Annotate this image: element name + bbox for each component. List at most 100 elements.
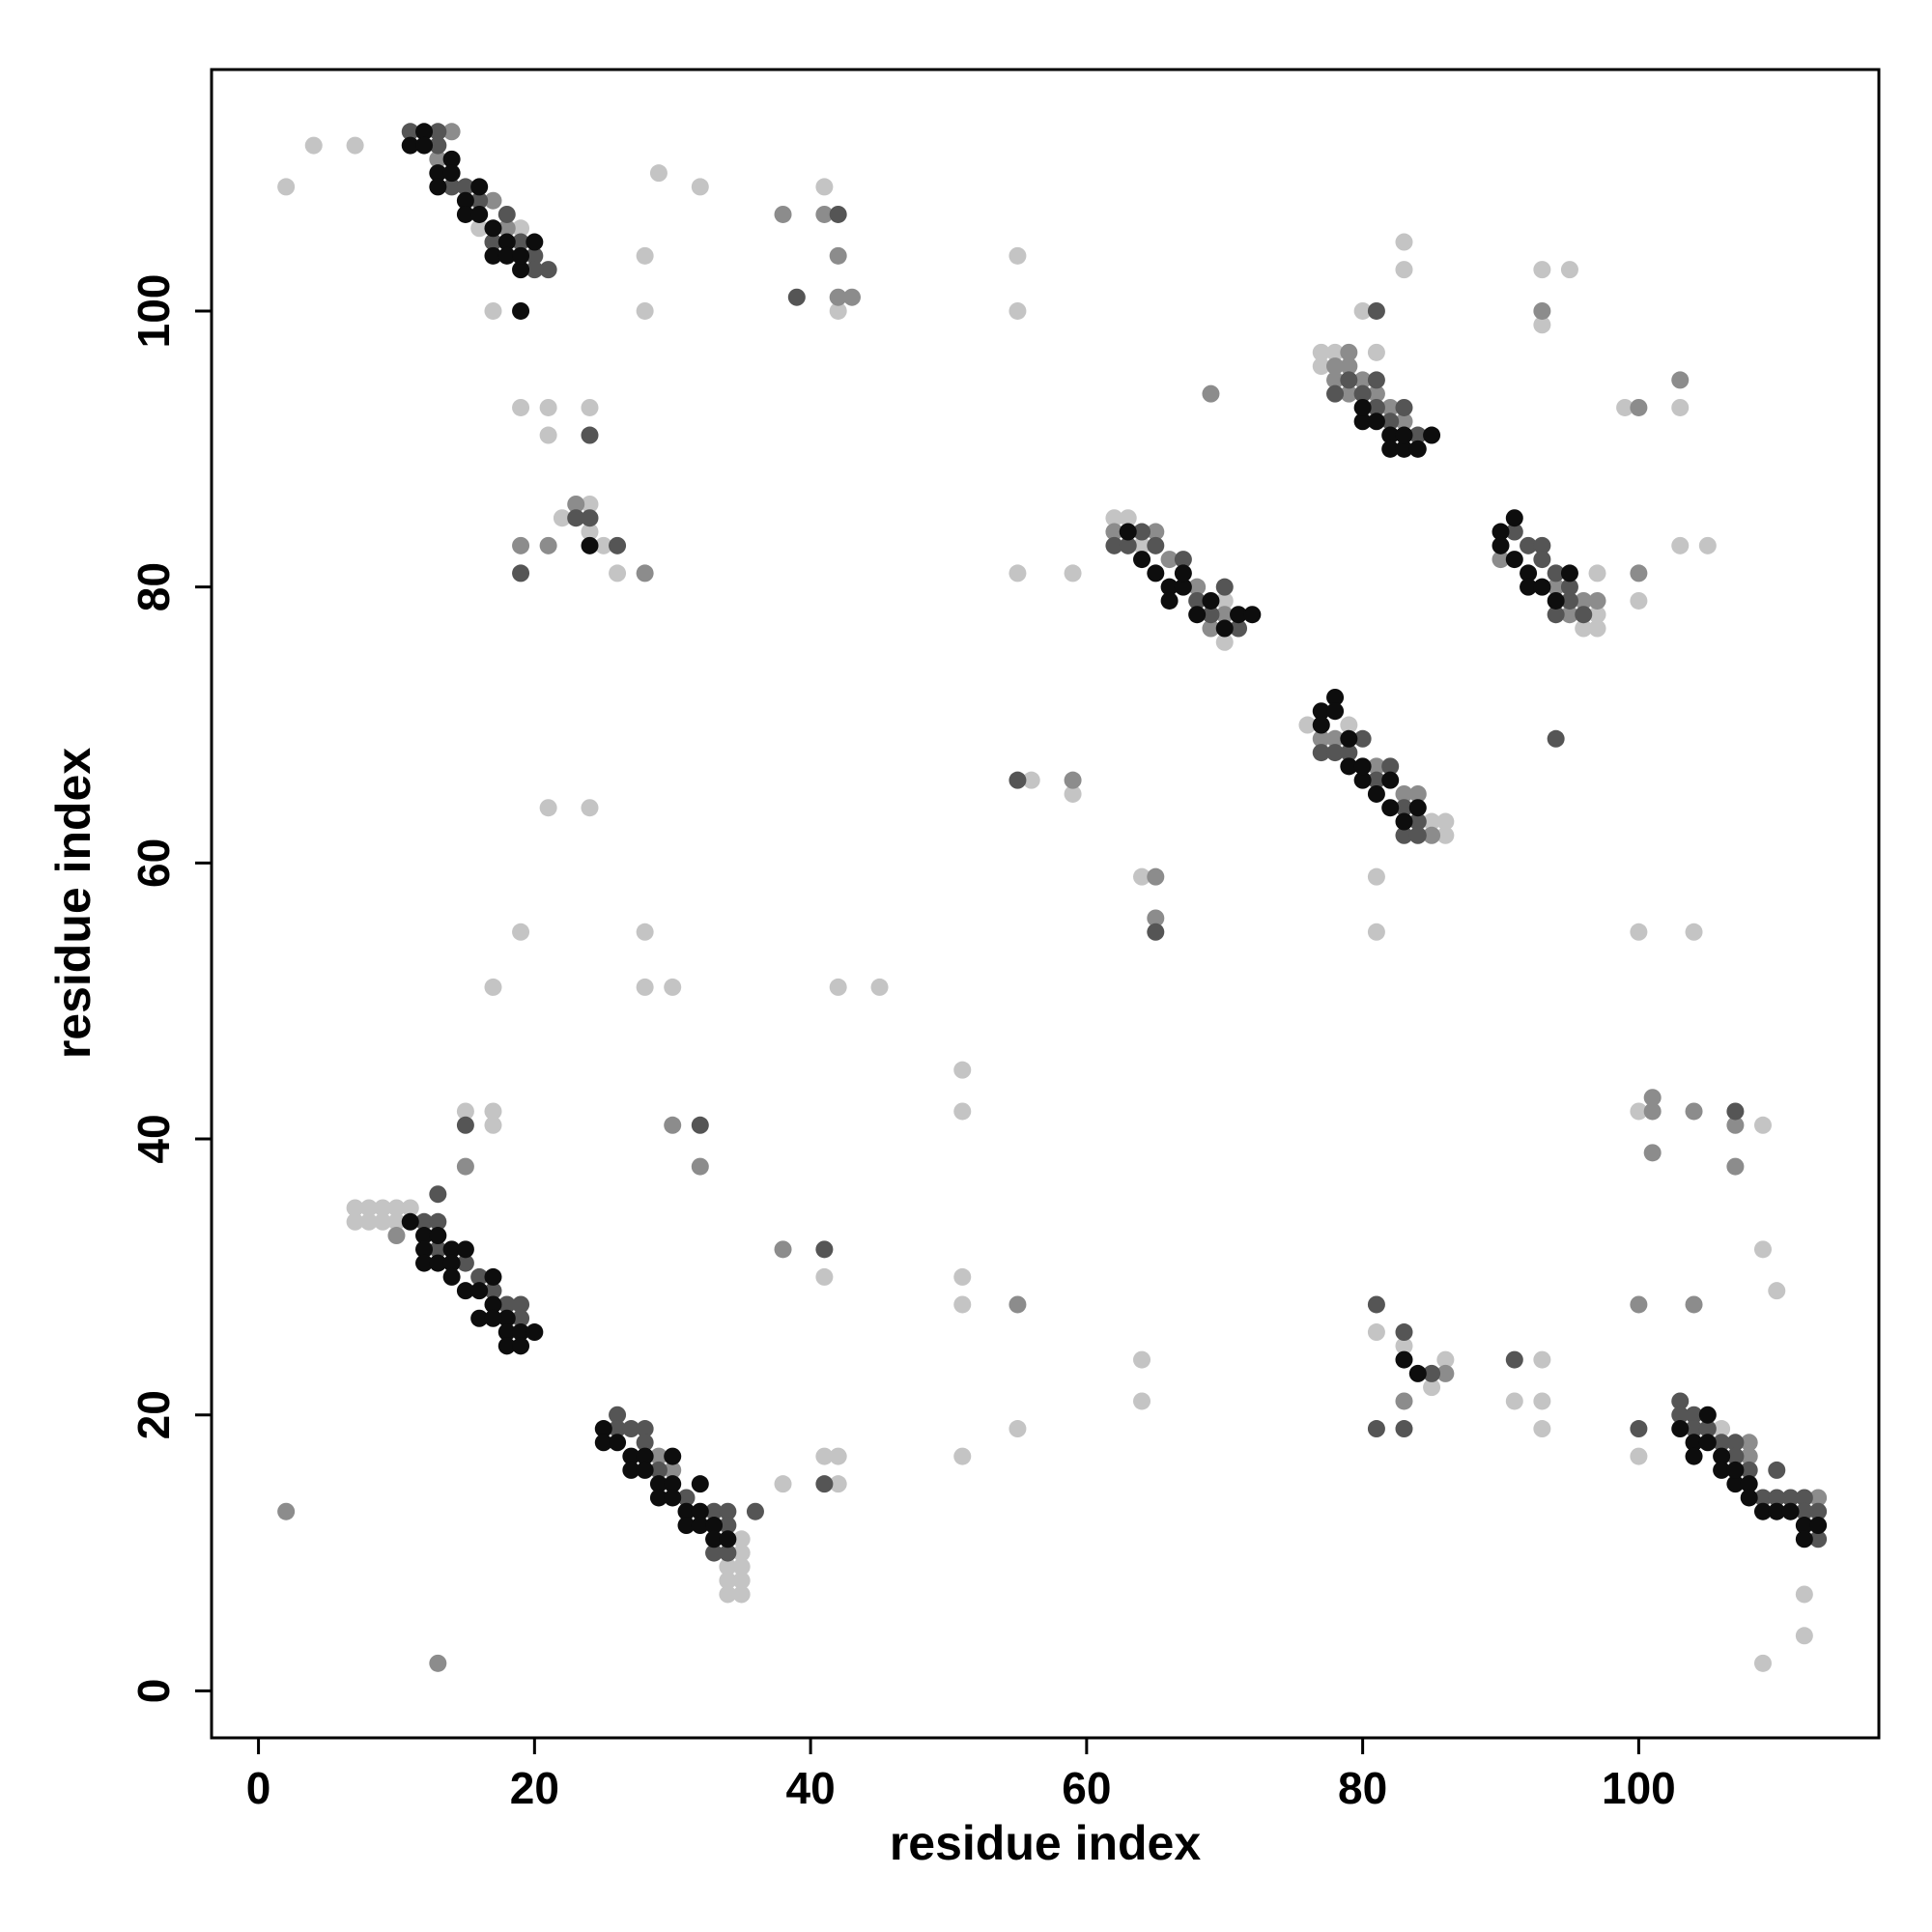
- point: [1340, 384, 1358, 403]
- point: [456, 1240, 474, 1259]
- point: [1753, 1116, 1772, 1134]
- point: [539, 536, 557, 554]
- point: [705, 1544, 724, 1562]
- point: [1726, 1461, 1745, 1479]
- point: [539, 426, 557, 444]
- point: [512, 219, 530, 238]
- point: [732, 1530, 751, 1548]
- point: [1147, 536, 1165, 554]
- point: [1215, 619, 1234, 638]
- point: [1408, 784, 1427, 803]
- point: [497, 1295, 516, 1314]
- point: [1326, 343, 1345, 361]
- point: [1340, 357, 1358, 376]
- point: [1381, 799, 1400, 817]
- point: [581, 523, 599, 541]
- point: [1188, 591, 1207, 610]
- point: [539, 398, 557, 416]
- point: [1367, 784, 1385, 803]
- point: [1367, 1420, 1385, 1438]
- point: [1064, 771, 1082, 789]
- point: [719, 1557, 737, 1576]
- point: [691, 178, 709, 196]
- point: [1147, 867, 1165, 886]
- point: [470, 205, 489, 223]
- point: [1630, 1447, 1648, 1465]
- point: [815, 1240, 834, 1259]
- point: [497, 246, 516, 265]
- point: [829, 978, 847, 996]
- point: [829, 1447, 847, 1465]
- point: [1367, 371, 1385, 389]
- point: [953, 1295, 972, 1314]
- point: [1768, 1282, 1786, 1300]
- point: [1643, 1144, 1662, 1162]
- point: [1560, 606, 1578, 624]
- point: [1395, 1337, 1413, 1355]
- point: [429, 1185, 447, 1204]
- point: [1740, 1461, 1758, 1479]
- point: [636, 978, 654, 996]
- point: [1671, 1392, 1690, 1410]
- point: [484, 1282, 502, 1300]
- point: [456, 1102, 474, 1121]
- point: [1560, 591, 1578, 610]
- point: [1753, 1654, 1772, 1672]
- point: [1188, 606, 1207, 624]
- point: [691, 1157, 709, 1176]
- point: [1243, 606, 1262, 624]
- point: [512, 301, 530, 320]
- point: [1105, 536, 1123, 554]
- point: [774, 1240, 792, 1259]
- y-tick-label: 100: [128, 274, 179, 349]
- point: [1105, 509, 1123, 527]
- point: [649, 1447, 668, 1465]
- point: [359, 1199, 378, 1217]
- point: [1133, 551, 1151, 569]
- point: [842, 288, 861, 306]
- point: [1768, 1489, 1786, 1507]
- point: [1630, 923, 1648, 941]
- point: [1547, 578, 1565, 596]
- point: [1326, 371, 1345, 389]
- point: [1326, 688, 1345, 706]
- point: [1685, 923, 1703, 941]
- point: [705, 1530, 724, 1548]
- point: [484, 1309, 502, 1327]
- point: [649, 1475, 668, 1493]
- point: [1408, 799, 1427, 817]
- point: [1340, 757, 1358, 776]
- point: [429, 1227, 447, 1245]
- point: [415, 1254, 434, 1272]
- point: [1547, 606, 1565, 624]
- point: [1560, 261, 1578, 279]
- point: [1533, 261, 1551, 279]
- point: [567, 509, 585, 527]
- point: [1533, 1350, 1551, 1369]
- point: [953, 1102, 972, 1121]
- point: [429, 1654, 447, 1672]
- point: [456, 178, 474, 196]
- point: [622, 1461, 640, 1479]
- point: [1367, 1295, 1385, 1314]
- point: [719, 1585, 737, 1604]
- point: [1685, 1102, 1703, 1121]
- point: [1588, 606, 1606, 624]
- point: [1436, 1364, 1455, 1382]
- point: [774, 1475, 792, 1493]
- point: [277, 1502, 296, 1520]
- point: [1408, 812, 1427, 831]
- point: [1188, 578, 1207, 596]
- point: [636, 1461, 654, 1479]
- point: [1630, 591, 1648, 610]
- point: [442, 1240, 461, 1259]
- point: [1671, 536, 1690, 554]
- point: [1119, 509, 1137, 527]
- point: [1630, 1295, 1648, 1314]
- point: [1340, 343, 1358, 361]
- point: [1795, 1517, 1813, 1535]
- point: [484, 1267, 502, 1286]
- point: [1533, 1420, 1551, 1438]
